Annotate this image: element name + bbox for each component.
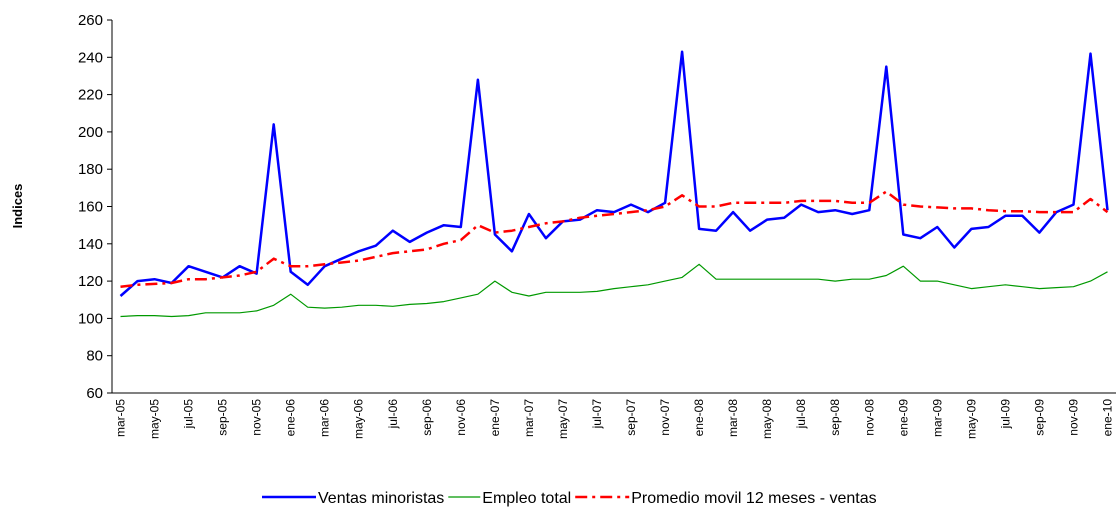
- y-tick-label: 180: [78, 161, 103, 178]
- y-tick-label: 200: [78, 124, 103, 141]
- legend-label: Promedio movil 12 meses - ventas: [631, 490, 876, 507]
- x-tick-label: jul-05: [182, 399, 196, 430]
- y-tick-label: 260: [78, 12, 103, 29]
- x-tick-label: may-07: [556, 399, 570, 439]
- x-tick-label: ene-10: [1100, 399, 1114, 437]
- x-tick-label: sep-08: [828, 399, 842, 436]
- x-tick-label: sep-06: [420, 399, 434, 436]
- x-tick-label: sep-09: [1032, 399, 1046, 436]
- x-tick-label: ene-09: [896, 399, 910, 437]
- x-tick-label: may-05: [148, 399, 162, 439]
- x-tick-label: mar-06: [318, 399, 332, 437]
- x-tick-label: nov-09: [1066, 399, 1080, 436]
- x-tick-label: mar-09: [930, 399, 944, 437]
- y-axis-label: Indices: [10, 184, 25, 229]
- x-tick-label: ene-06: [284, 399, 298, 437]
- y-tick-label: 100: [78, 310, 103, 327]
- x-tick-label: nov-05: [250, 399, 264, 436]
- x-tick-label: mar-08: [726, 399, 740, 437]
- x-tick-label: jul-09: [998, 399, 1012, 430]
- x-tick-label: nov-08: [862, 399, 876, 436]
- x-tick-label: sep-05: [216, 399, 230, 436]
- x-tick-label: mar-07: [522, 399, 536, 437]
- x-tick-label: may-09: [964, 399, 978, 439]
- x-tick-label: mar-05: [114, 399, 128, 437]
- y-tick-label: 120: [78, 273, 103, 290]
- x-tick-label: ene-07: [488, 399, 502, 437]
- y-tick-label: 80: [86, 348, 103, 365]
- y-tick-label: 140: [78, 236, 103, 253]
- x-tick-label: jul-08: [794, 399, 808, 430]
- y-tick-label: 240: [78, 49, 103, 66]
- x-tick-label: may-06: [352, 399, 366, 439]
- legend-label: Empleo total: [482, 490, 571, 507]
- x-tick-label: nov-06: [454, 399, 468, 436]
- series-line: [119, 50, 1109, 297]
- series-line: [120, 190, 1109, 288]
- x-tick-label: ene-08: [692, 399, 706, 437]
- y-tick-label: 160: [78, 199, 103, 216]
- x-tick-label: jul-06: [386, 399, 400, 430]
- y-tick-label: 60: [86, 385, 103, 402]
- x-tick-label: sep-07: [624, 399, 638, 436]
- x-tick-label: may-08: [760, 399, 774, 439]
- series-line: [120, 263, 1108, 318]
- x-tick-label: jul-07: [590, 399, 604, 430]
- x-tick-label: nov-07: [658, 399, 672, 436]
- y-tick-label: 220: [78, 87, 103, 104]
- legend-label: Ventas minoristas: [318, 490, 444, 507]
